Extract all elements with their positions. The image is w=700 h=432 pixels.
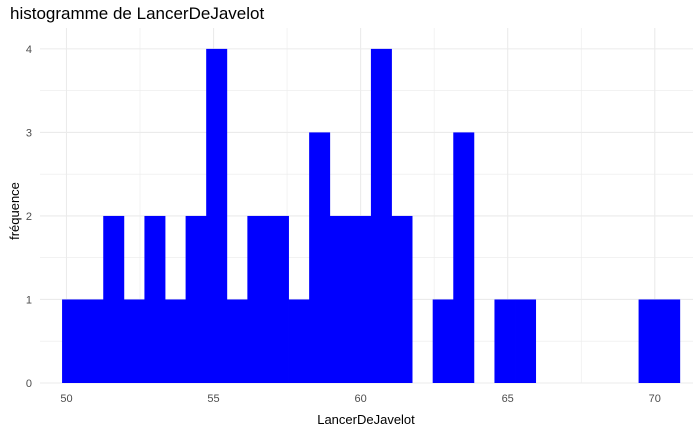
x-axis-title: LancerDeJavelot bbox=[317, 412, 415, 427]
histogram-bar bbox=[165, 299, 187, 383]
y-tick-label: 1 bbox=[26, 294, 32, 306]
histogram-bars bbox=[62, 48, 681, 383]
histogram-bar bbox=[123, 299, 145, 383]
y-tick-label: 3 bbox=[26, 127, 32, 139]
histogram-bar bbox=[391, 215, 413, 383]
x-tick-label: 55 bbox=[207, 393, 219, 405]
histogram-bar bbox=[62, 299, 84, 383]
histogram-bar bbox=[82, 299, 104, 383]
histogram-bar bbox=[659, 299, 681, 383]
y-tick-label: 2 bbox=[26, 211, 32, 223]
histogram-bar bbox=[247, 215, 269, 383]
histogram-bar bbox=[226, 299, 248, 383]
histogram-bar bbox=[329, 215, 351, 383]
histogram-bar bbox=[267, 215, 289, 383]
histogram-bar bbox=[453, 132, 475, 383]
x-tick-label: 50 bbox=[60, 393, 72, 405]
histogram-bar bbox=[494, 299, 516, 383]
x-tick-label: 65 bbox=[502, 393, 514, 405]
x-tick-label: 70 bbox=[649, 393, 661, 405]
x-tick-label: 60 bbox=[354, 393, 366, 405]
histogram-bar bbox=[350, 215, 372, 383]
histogram-bar bbox=[432, 299, 454, 383]
histogram-bar bbox=[288, 299, 310, 383]
histogram-bar bbox=[309, 132, 331, 383]
histogram-bar bbox=[103, 215, 125, 383]
histogram-bar bbox=[144, 215, 166, 383]
y-tick-label: 0 bbox=[26, 378, 32, 390]
y-axis-title: fréquence bbox=[7, 182, 22, 240]
histogram-bar bbox=[370, 48, 392, 383]
histogram-bar bbox=[515, 299, 537, 383]
x-axis-ticks: 50 55 60 65 70 bbox=[60, 393, 661, 405]
chart-title: histogramme de LancerDeJavelot bbox=[10, 4, 265, 23]
histogram-bar bbox=[206, 48, 228, 383]
y-tick-label: 4 bbox=[26, 44, 32, 56]
histogram-bar bbox=[638, 299, 660, 383]
y-axis-ticks: 0 1 2 3 4 bbox=[26, 44, 32, 390]
histogram-bar bbox=[185, 215, 207, 383]
